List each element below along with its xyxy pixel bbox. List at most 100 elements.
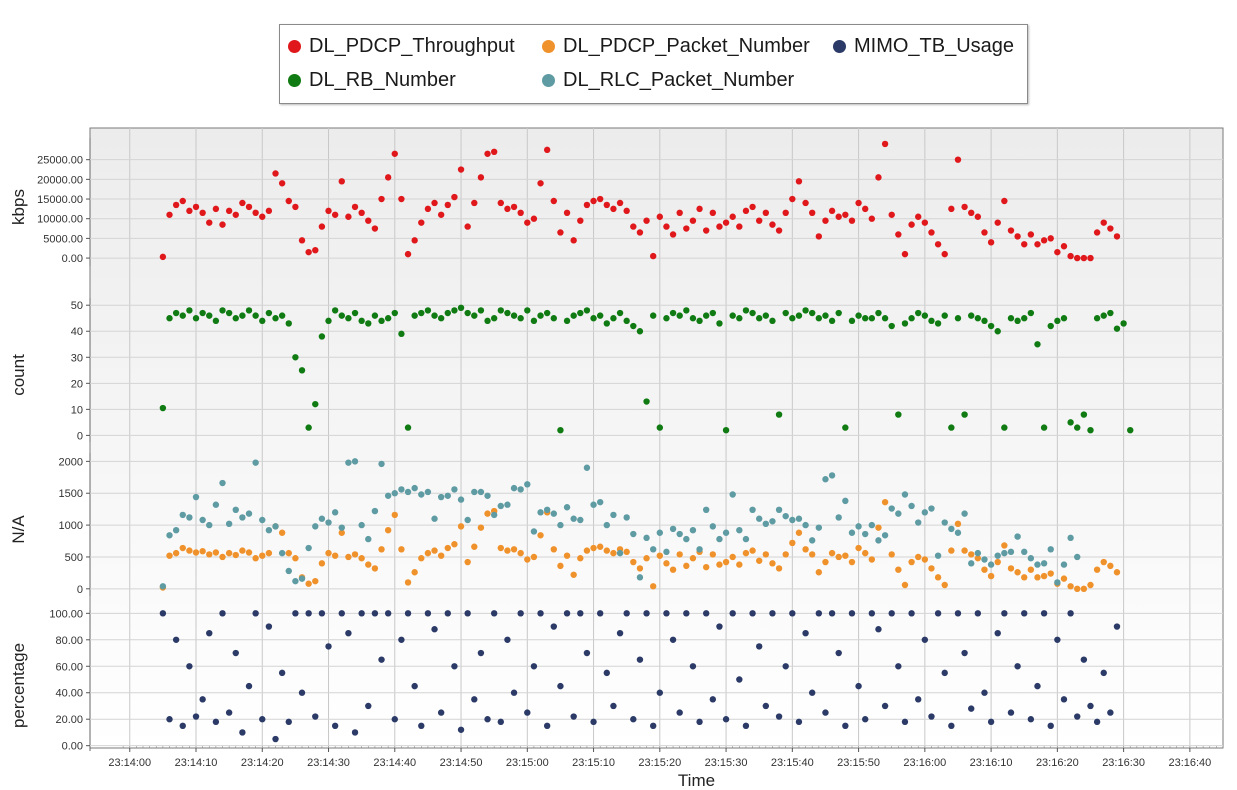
data-point <box>669 231 677 238</box>
data-point <box>490 315 498 322</box>
data-point <box>1021 574 1028 581</box>
data-point <box>404 579 412 586</box>
data-point <box>219 221 226 228</box>
data-point <box>265 549 273 557</box>
data-point <box>517 315 524 322</box>
data-point <box>1107 562 1114 570</box>
data-point <box>722 716 730 723</box>
data-point <box>179 197 186 205</box>
data-point <box>749 610 756 617</box>
data-point <box>676 312 683 319</box>
data-point <box>418 309 425 317</box>
data-point <box>656 529 664 536</box>
data-point <box>212 549 220 556</box>
data-point <box>557 682 564 690</box>
data-point <box>398 546 405 553</box>
data-point <box>941 669 948 677</box>
data-point <box>537 509 544 516</box>
data-point <box>736 561 743 568</box>
data-point <box>471 696 478 703</box>
data-point <box>292 354 299 361</box>
data-point <box>868 556 876 563</box>
data-point <box>318 223 326 230</box>
data-point <box>1001 610 1008 617</box>
data-point <box>424 549 432 557</box>
data-point <box>318 610 326 617</box>
data-point <box>901 320 909 327</box>
legend-item-dl-pdcp-packet-number[interactable]: DL_PDCP_Packet_Number <box>542 34 810 58</box>
data-point <box>835 649 842 657</box>
data-point <box>232 315 239 322</box>
data-point <box>391 490 398 497</box>
data-point <box>225 520 233 528</box>
data-point <box>484 317 491 325</box>
data-point <box>696 546 703 553</box>
data-point <box>974 549 982 557</box>
data-point <box>298 575 306 582</box>
legend-marker-dl-pdcp-throughput <box>288 40 301 53</box>
data-point <box>603 320 611 327</box>
data-point <box>729 491 736 498</box>
data-point <box>1067 610 1074 617</box>
data-point <box>305 248 312 256</box>
data-point <box>345 553 352 561</box>
data-point <box>232 506 239 513</box>
data-point <box>451 541 458 548</box>
data-point <box>159 404 167 412</box>
legend-item-dl-rlc-packet-number[interactable]: DL_RLC_Packet_Number <box>542 68 794 92</box>
data-point <box>987 572 995 580</box>
legend-marker-dl-rlc-packet-number <box>542 74 555 87</box>
data-point <box>795 529 803 536</box>
legend-item-dl-pdcp-throughput[interactable]: DL_PDCP_Throughput <box>288 34 515 58</box>
data-point <box>179 722 186 730</box>
data-point <box>782 309 789 317</box>
data-point <box>239 312 246 319</box>
data-point <box>848 217 856 224</box>
data-point <box>259 317 266 325</box>
data-point <box>828 207 836 215</box>
data-point <box>312 713 319 720</box>
data-point <box>875 537 882 544</box>
data-point <box>709 523 717 530</box>
data-point <box>630 716 637 723</box>
data-point <box>517 549 524 557</box>
data-point <box>630 558 637 566</box>
y-tick-label: 15000.00 <box>37 194 83 206</box>
legend-item-mimo-tb-usage[interactable]: MIMO_TB_Usage <box>833 34 1014 58</box>
legend-item-dl-rb-number[interactable]: DL_RB_Number <box>288 68 456 92</box>
data-point <box>881 532 889 539</box>
data-point <box>199 548 206 555</box>
data-point <box>298 237 306 244</box>
data-point <box>550 510 558 517</box>
data-point <box>603 547 611 554</box>
data-point <box>755 217 763 224</box>
data-point <box>411 237 418 244</box>
series-dl-rb-number <box>159 304 1134 434</box>
data-point <box>331 552 339 559</box>
data-point <box>464 610 471 617</box>
data-point <box>623 207 630 215</box>
data-point <box>1067 252 1074 260</box>
data-point <box>789 516 796 524</box>
data-point <box>968 705 975 712</box>
data-point <box>424 307 432 314</box>
data-point <box>464 558 471 566</box>
data-point <box>457 166 465 173</box>
y-tick-label: 80.00 <box>55 635 83 647</box>
data-point <box>312 523 319 530</box>
data-point <box>1100 669 1107 677</box>
data-point <box>596 312 604 319</box>
data-point <box>888 610 895 617</box>
data-point <box>166 315 173 322</box>
data-point <box>245 203 253 211</box>
data-point <box>696 317 703 325</box>
data-point <box>716 320 723 327</box>
x-tick-label: 23:15:20 <box>638 757 681 769</box>
data-point <box>875 309 882 317</box>
data-point <box>842 211 849 218</box>
legend-label: DL_RB_Number <box>309 69 456 91</box>
data-point <box>424 610 432 617</box>
data-point <box>815 610 823 617</box>
data-point <box>1080 254 1088 262</box>
